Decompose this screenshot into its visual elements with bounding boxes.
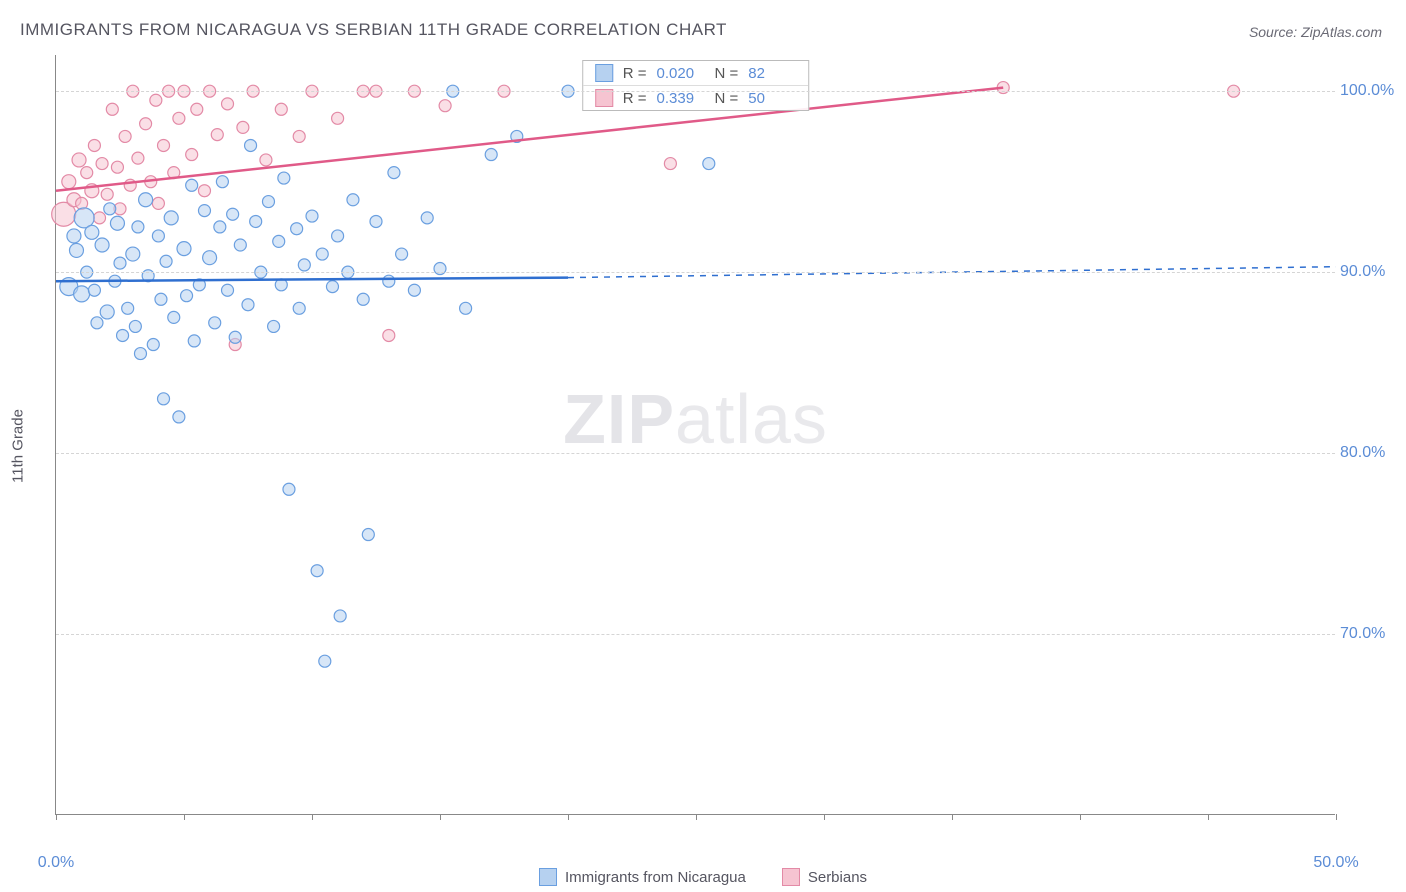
chart-svg [56, 55, 1335, 814]
legend-label-b: Serbians [808, 869, 867, 886]
stat-n-a: 82 [748, 65, 796, 82]
legend-item-b: Serbians [782, 868, 867, 886]
bottom-legend: Immigrants from Nicaragua Serbians [0, 868, 1406, 886]
stat-row-b: R = 0.339 N = 50 [583, 86, 809, 110]
stat-r-a: 0.020 [657, 65, 705, 82]
stat-legend: R = 0.020 N = 82 R = 0.339 N = 50 [582, 60, 810, 111]
y-axis-label: 11th Grade [10, 409, 27, 483]
stat-row-a: R = 0.020 N = 82 [583, 61, 809, 86]
plot-area: ZIPatlas R = 0.020 N = 82 R = 0.339 N = … [55, 55, 1335, 815]
swatch-b-icon [782, 868, 800, 886]
source-label: Source: ZipAtlas.com [1249, 24, 1382, 40]
swatch-a [595, 64, 613, 82]
legend-label-a: Immigrants from Nicaragua [565, 869, 746, 886]
chart-title: IMMIGRANTS FROM NICARAGUA VS SERBIAN 11T… [20, 20, 727, 40]
legend-item-a: Immigrants from Nicaragua [539, 868, 746, 886]
swatch-a-icon [539, 868, 557, 886]
